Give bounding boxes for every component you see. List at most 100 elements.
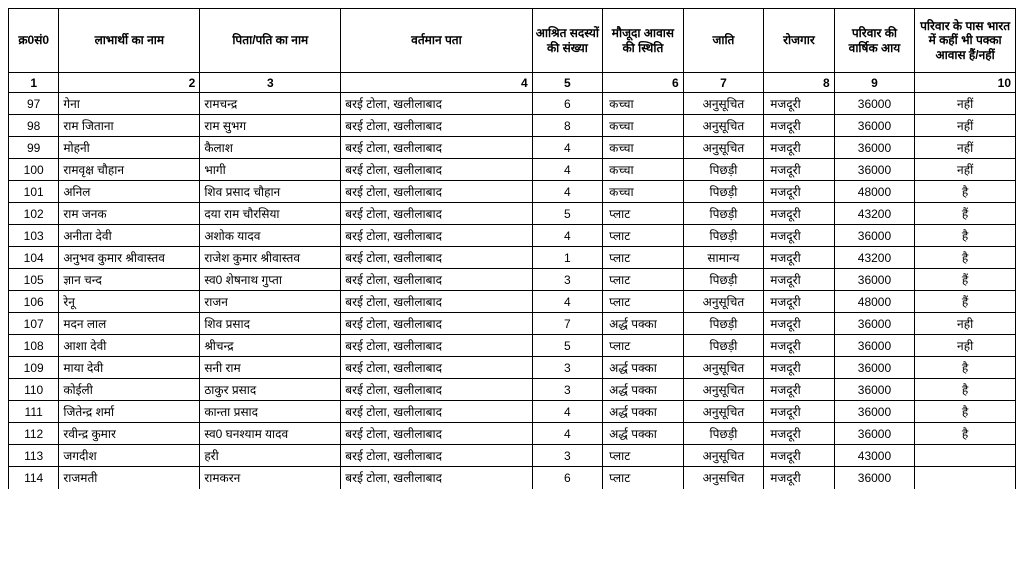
cell-sr: 106 bbox=[9, 291, 59, 313]
cell-sr: 104 bbox=[9, 247, 59, 269]
cell-name: जितेन्द्र शर्मा bbox=[59, 401, 200, 423]
table-row: 106रेनूराजनबरई टोला, खलीलाबाद4प्लाटअनुसू… bbox=[9, 291, 1016, 313]
table-row: 108आशा देवीश्रीचन्द्रबरई टोला, खलीलाबाद5… bbox=[9, 335, 1016, 357]
cell-sr: 102 bbox=[9, 203, 59, 225]
cell-addr: बरई टोला, खलीलाबाद bbox=[341, 335, 532, 357]
cell-fhn: स्व0 शेषनाथ गुप्ता bbox=[200, 269, 341, 291]
cell-sr: 107 bbox=[9, 313, 59, 335]
cell-addr: बरई टोला, खलीलाबाद bbox=[341, 159, 532, 181]
cell-inc: 36000 bbox=[834, 401, 915, 423]
cell-addr: बरई टोला, खलीलाबाद bbox=[341, 401, 532, 423]
cell-name: जगदीश bbox=[59, 445, 200, 467]
cell-sr: 108 bbox=[9, 335, 59, 357]
cell-hs: अर्द्ध पक्का bbox=[603, 423, 684, 445]
cell-sr: 100 bbox=[9, 159, 59, 181]
cell-mem: 3 bbox=[532, 445, 602, 467]
cell-mem: 4 bbox=[532, 137, 602, 159]
cell-caste: पिछड़ी bbox=[683, 313, 764, 335]
cell-addr: बरई टोला, खलीलाबाद bbox=[341, 247, 532, 269]
cell-emp: मजदूरी bbox=[764, 269, 834, 291]
cell-sr: 99 bbox=[9, 137, 59, 159]
table-row: 107मदन लालशिव प्रसादबरई टोला, खलीलाबाद7अ… bbox=[9, 313, 1016, 335]
cell-caste: अनुसूचित bbox=[683, 379, 764, 401]
table-row: 101अनिलशिव प्रसाद चौहानबरई टोला, खलीलाबा… bbox=[9, 181, 1016, 203]
cell-hs: अर्द्ध पक्का bbox=[603, 379, 684, 401]
cell-pucca: नहीं bbox=[915, 115, 1016, 137]
cell-emp: मजदूरी bbox=[764, 445, 834, 467]
cell-mem: 8 bbox=[532, 115, 602, 137]
header-col-8: रोजगार bbox=[764, 9, 834, 73]
cell-pucca: हैं bbox=[915, 269, 1016, 291]
cell-name: मदन लाल bbox=[59, 313, 200, 335]
cell-hs: कच्चा bbox=[603, 93, 684, 115]
cell-hs: कच्चा bbox=[603, 115, 684, 137]
cell-pucca bbox=[915, 467, 1016, 489]
cell-hs: अर्द्ध पक्का bbox=[603, 401, 684, 423]
cell-name: अनीता देवी bbox=[59, 225, 200, 247]
cell-hs: कच्चा bbox=[603, 181, 684, 203]
cell-inc: 36000 bbox=[834, 423, 915, 445]
cell-emp: मजदूरी bbox=[764, 313, 834, 335]
cell-pucca: है bbox=[915, 357, 1016, 379]
cell-pucca bbox=[915, 445, 1016, 467]
cell-fhn: रामचन्द्र bbox=[200, 93, 341, 115]
cell-name: रवीन्द्र कुमार bbox=[59, 423, 200, 445]
cell-emp: मजदूरी bbox=[764, 93, 834, 115]
colnum-7: 7 bbox=[683, 73, 764, 93]
cell-inc: 36000 bbox=[834, 93, 915, 115]
cell-pucca: है bbox=[915, 181, 1016, 203]
cell-addr: बरई टोला, खलीलाबाद bbox=[341, 93, 532, 115]
column-number-row: 12345678910 bbox=[9, 73, 1016, 93]
cell-inc: 36000 bbox=[834, 269, 915, 291]
cell-emp: मजदूरी bbox=[764, 291, 834, 313]
table-row: 99मोहनीकैलाशबरई टोला, खलीलाबाद4कच्चाअनुस… bbox=[9, 137, 1016, 159]
cell-name: गेना bbox=[59, 93, 200, 115]
cell-hs: कच्चा bbox=[603, 159, 684, 181]
cell-name: आशा देवी bbox=[59, 335, 200, 357]
cell-pucca: है bbox=[915, 423, 1016, 445]
cell-fhn: शिव प्रसाद bbox=[200, 313, 341, 335]
cell-fhn: श्रीचन्द्र bbox=[200, 335, 341, 357]
cell-sr: 114 bbox=[9, 467, 59, 489]
cell-fhn: भागी bbox=[200, 159, 341, 181]
cell-addr: बरई टोला, खलीलाबाद bbox=[341, 137, 532, 159]
cell-caste: पिछड़ी bbox=[683, 203, 764, 225]
cell-sr: 98 bbox=[9, 115, 59, 137]
cell-emp: मजदूरी bbox=[764, 335, 834, 357]
cell-emp: मजदूरी bbox=[764, 225, 834, 247]
cell-mem: 3 bbox=[532, 379, 602, 401]
cell-hs: प्लाट bbox=[603, 225, 684, 247]
cell-inc: 36000 bbox=[834, 115, 915, 137]
cell-pucca: हैं bbox=[915, 291, 1016, 313]
cell-pucca: हैं bbox=[915, 203, 1016, 225]
header-col-9: परिवार की वार्षिक आय bbox=[834, 9, 915, 73]
cell-fhn: स्व0 घनश्याम यादव bbox=[200, 423, 341, 445]
cell-sr: 110 bbox=[9, 379, 59, 401]
table-body: 97गेनारामचन्द्रबरई टोला, खलीलाबाद6कच्चाअ… bbox=[9, 93, 1016, 489]
cell-fhn: राम सुभग bbox=[200, 115, 341, 137]
colnum-2: 2 bbox=[59, 73, 200, 93]
cell-hs: प्लाट bbox=[603, 269, 684, 291]
cell-hs: प्लाट bbox=[603, 445, 684, 467]
colnum-1: 1 bbox=[9, 73, 59, 93]
beneficiary-table: क्र0सं0लाभार्थी का नामपिता/पति का नामवर्… bbox=[8, 8, 1016, 489]
cell-pucca: है bbox=[915, 247, 1016, 269]
cell-name: मोहनी bbox=[59, 137, 200, 159]
table-row: 109माया देवीसनी रामबरई टोला, खलीलाबाद3अर… bbox=[9, 357, 1016, 379]
cell-addr: बरई टोला, खलीलाबाद bbox=[341, 357, 532, 379]
cell-emp: मजदूरी bbox=[764, 467, 834, 489]
cell-mem: 4 bbox=[532, 225, 602, 247]
cell-caste: अनुसचित bbox=[683, 467, 764, 489]
cell-hs: अर्द्ध पक्का bbox=[603, 357, 684, 379]
cell-pucca: है bbox=[915, 379, 1016, 401]
cell-sr: 109 bbox=[9, 357, 59, 379]
cell-emp: मजदूरी bbox=[764, 357, 834, 379]
cell-emp: मजदूरी bbox=[764, 379, 834, 401]
table-row: 114राजमतीरामकरनबरई टोला, खलीलाबाद6प्लाटअ… bbox=[9, 467, 1016, 489]
cell-caste: अनुसूचित bbox=[683, 93, 764, 115]
cell-addr: बरई टोला, खलीलाबाद bbox=[341, 225, 532, 247]
cell-fhn: राजेश कुमार श्रीवास्तव bbox=[200, 247, 341, 269]
cell-fhn: कान्ता प्रसाद bbox=[200, 401, 341, 423]
cell-pucca: नही bbox=[915, 335, 1016, 357]
cell-sr: 112 bbox=[9, 423, 59, 445]
